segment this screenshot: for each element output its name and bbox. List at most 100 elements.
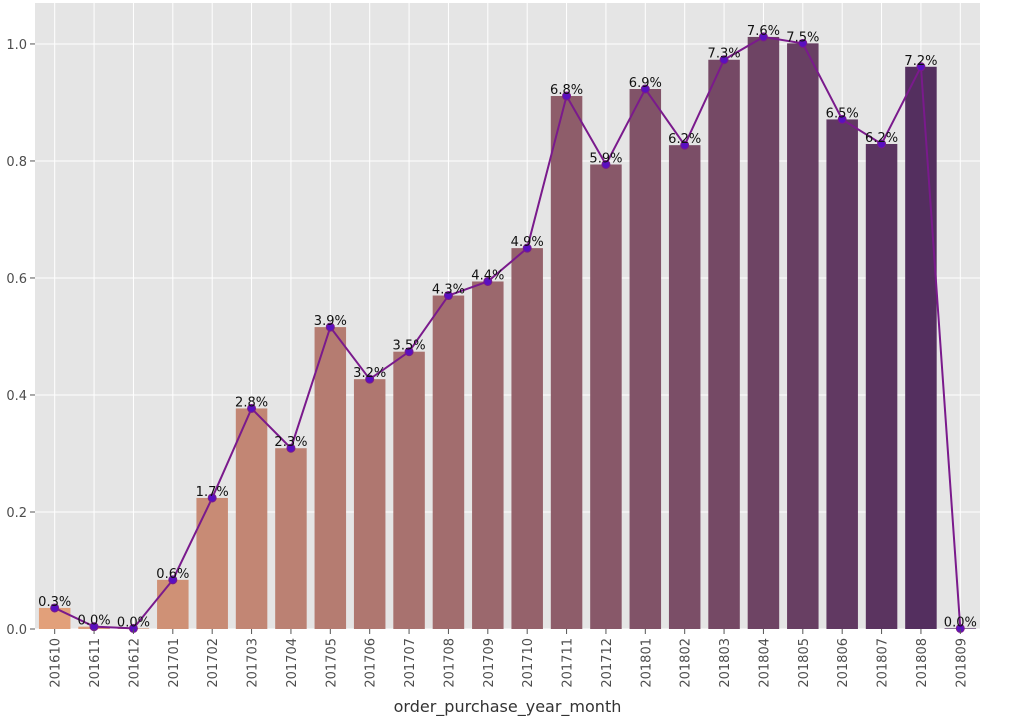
- trend-point: [443, 291, 453, 301]
- data-label: 6.5%: [826, 106, 859, 121]
- x-tick-label: 201809: [954, 638, 969, 688]
- x-tick-label: 201707: [403, 638, 418, 688]
- trend-point: [365, 374, 375, 384]
- x-tick-label: 201801: [639, 638, 654, 688]
- bar: [275, 448, 307, 629]
- trend-point: [562, 91, 572, 101]
- bar: [314, 327, 347, 629]
- bar: [708, 59, 740, 630]
- bar: [38, 607, 71, 629]
- y-tick-label: 0.2: [6, 506, 27, 521]
- y-tick-label: 0.0: [6, 623, 27, 638]
- x-tick-label: 201611: [88, 638, 103, 688]
- y-tick-label: 0.4: [6, 389, 27, 404]
- data-label: 0.3%: [38, 595, 71, 610]
- data-label: 7.5%: [786, 30, 819, 45]
- trend-point: [207, 493, 217, 503]
- trend-point: [404, 347, 414, 357]
- x-tick-label: 201804: [757, 638, 772, 688]
- data-label: 3.5%: [393, 339, 426, 354]
- data-label: 1.7%: [196, 485, 229, 500]
- bar: [196, 497, 228, 629]
- bar: [629, 89, 662, 629]
- bar: [865, 143, 898, 629]
- data-label: 6.8%: [550, 83, 583, 98]
- x-tick-label: 201802: [679, 638, 694, 688]
- trend-point: [719, 55, 729, 65]
- data-label: 6.2%: [865, 131, 898, 146]
- x-tick-label: 201805: [797, 638, 812, 688]
- data-label: 3.9%: [314, 314, 347, 329]
- y-tick-label: 1.0: [6, 38, 27, 53]
- x-tick-label: 201807: [876, 638, 891, 688]
- trend-point: [680, 140, 690, 150]
- x-axis-title: order_purchase_year_month: [394, 697, 622, 717]
- bar: [787, 43, 819, 629]
- bar: [550, 96, 583, 629]
- trend-point: [837, 114, 847, 124]
- data-label: 2.8%: [235, 395, 268, 410]
- bars: [38, 36, 977, 630]
- x-axis-ticks: 201610 201611 201612 201701 201702 201703 2017…: [49, 629, 969, 688]
- trend-point: [798, 38, 808, 48]
- data-labels: 0.3% 0.0% 0.0% 0.6% 1.7% 2.8% 2.3% 3.9% 3.2% 3.5%…: [38, 24, 977, 630]
- data-label: 0.0%: [78, 614, 111, 629]
- data-label: 6.2%: [668, 132, 701, 147]
- trend-point: [877, 139, 887, 149]
- data-label: 6.9%: [629, 76, 662, 91]
- x-tick-label: 201705: [324, 638, 339, 688]
- y-tick-label: 0.8: [6, 155, 27, 170]
- bar: [235, 408, 268, 629]
- y-tick-label: 0.6: [6, 272, 27, 287]
- trend-markers: [50, 32, 965, 633]
- trend-point: [522, 243, 532, 253]
- x-tick-label: 201803: [718, 638, 733, 688]
- trend-point: [286, 443, 296, 453]
- trend-point: [640, 84, 650, 94]
- trend-point: [247, 403, 257, 413]
- x-tick-label: 201704: [285, 638, 300, 688]
- trend-line-path: [54, 35, 962, 630]
- trend-line: [54, 35, 962, 630]
- data-label: 4.3%: [432, 283, 465, 298]
- x-tick-label: 201806: [836, 638, 851, 688]
- data-label: 0.6%: [156, 567, 189, 582]
- bar: [157, 579, 189, 629]
- bar: [905, 66, 937, 630]
- x-tick-label: 201708: [442, 638, 457, 688]
- x-tick-label: 201701: [167, 638, 182, 688]
- x-tick-label: 201706: [364, 638, 379, 688]
- data-label: 0.0%: [944, 615, 977, 630]
- trend-point: [168, 575, 178, 585]
- x-tick-label: 201711: [561, 638, 576, 688]
- bar: [393, 351, 425, 629]
- bar: [432, 295, 465, 629]
- data-label: 4.9%: [511, 235, 544, 250]
- data-label: 7.6%: [747, 24, 780, 39]
- x-tick-label: 201703: [246, 638, 261, 688]
- data-label: 7.3%: [708, 47, 741, 62]
- bar: [668, 145, 701, 629]
- x-tick-label: 201808: [915, 638, 930, 688]
- x-tick-label: 201612: [127, 638, 142, 688]
- bar: [590, 164, 622, 629]
- bar: [472, 281, 504, 629]
- bar: [826, 119, 858, 629]
- x-tick-label: 201709: [482, 638, 497, 688]
- trend-point: [916, 62, 926, 72]
- data-label: 3.2%: [353, 366, 386, 381]
- x-tick-label: 201712: [600, 638, 615, 688]
- data-label: 4.4%: [471, 268, 504, 283]
- trend-point: [325, 322, 335, 332]
- bar: [353, 379, 386, 629]
- y-axis-ticks: 0.0 0.2 0.4 0.6 0.8 1.0: [6, 38, 35, 638]
- trend-point: [50, 603, 60, 613]
- trend-point: [601, 159, 611, 169]
- data-label: 7.2%: [904, 54, 937, 69]
- bar: [747, 36, 780, 629]
- bar: [511, 248, 543, 629]
- x-tick-label: 201710: [521, 638, 536, 688]
- data-label: 0.0%: [117, 615, 150, 630]
- x-tick-label: 201610: [49, 638, 64, 688]
